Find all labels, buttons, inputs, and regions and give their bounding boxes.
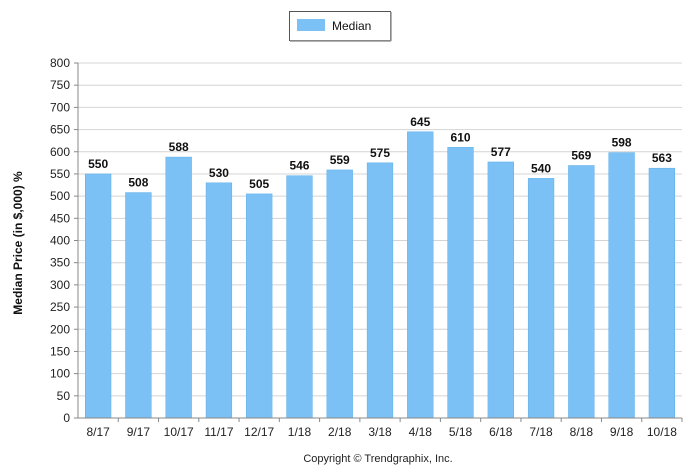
legend-swatch bbox=[297, 19, 325, 31]
data-label: 559 bbox=[330, 153, 350, 167]
x-tick-label: 8/18 bbox=[570, 425, 594, 439]
bar bbox=[568, 165, 595, 419]
data-label: 546 bbox=[289, 159, 309, 173]
x-tick-label: 11/17 bbox=[204, 425, 233, 439]
bar bbox=[447, 147, 474, 419]
x-tick-label: 12/17 bbox=[244, 425, 274, 439]
copyright-text: Copyright © Trendgraphix, Inc. bbox=[303, 453, 452, 465]
bar bbox=[326, 169, 353, 419]
bar bbox=[84, 173, 112, 419]
y-tick-label: 350 bbox=[50, 256, 70, 270]
y-tick-label: 150 bbox=[50, 344, 70, 358]
bar bbox=[286, 175, 313, 419]
y-tick-label: 0 bbox=[63, 411, 70, 425]
data-label: 530 bbox=[209, 166, 229, 180]
legend-label: Median bbox=[332, 19, 371, 33]
y-tick-label: 650 bbox=[50, 123, 70, 137]
data-label: 508 bbox=[128, 176, 148, 190]
data-label: 610 bbox=[451, 130, 471, 144]
y-tick-label: 550 bbox=[50, 167, 70, 181]
data-label: 598 bbox=[612, 136, 632, 150]
data-label: 575 bbox=[370, 146, 390, 160]
y-tick-label: 500 bbox=[50, 189, 70, 203]
bars: 550 508 588 530 505 546 559 575 645 610 577 540 569 5… bbox=[84, 115, 676, 419]
y-axis-title: Median Price (in $,000) % bbox=[11, 171, 25, 315]
y-tick-label: 800 bbox=[50, 56, 70, 70]
bar bbox=[407, 131, 434, 419]
bar bbox=[487, 161, 514, 419]
x-tick-label: 9/17 bbox=[127, 425, 151, 439]
data-label: 540 bbox=[531, 161, 551, 175]
bar bbox=[165, 156, 192, 419]
data-label: 505 bbox=[249, 177, 269, 191]
data-label: 577 bbox=[491, 145, 511, 159]
x-tick-label: 10/17 bbox=[164, 425, 194, 439]
data-label: 550 bbox=[88, 157, 108, 171]
x-tick-label: 4/18 bbox=[409, 425, 433, 439]
x-tick-label: 1/18 bbox=[288, 425, 312, 439]
x-tick-label: 5/18 bbox=[449, 425, 473, 439]
y-tick-label: 450 bbox=[50, 211, 70, 225]
y-tick-label: 100 bbox=[50, 367, 70, 381]
x-tick-label: 3/18 bbox=[368, 425, 392, 439]
data-label: 645 bbox=[410, 115, 430, 129]
y-tick-label: 600 bbox=[50, 145, 70, 159]
y-tick-label: 200 bbox=[50, 322, 70, 336]
y-tick-label: 250 bbox=[50, 300, 70, 314]
bar bbox=[246, 193, 273, 419]
y-tick-label: 400 bbox=[50, 234, 70, 248]
y-tick-label: 50 bbox=[57, 389, 71, 403]
bar bbox=[366, 162, 394, 419]
legend: Median bbox=[289, 11, 392, 42]
bar bbox=[608, 152, 635, 419]
x-tick-label: 2/18 bbox=[328, 425, 352, 439]
x-tick-label: 6/18 bbox=[489, 425, 513, 439]
y-tick-label: 700 bbox=[50, 100, 70, 114]
data-label: 563 bbox=[652, 151, 672, 165]
y-tick-label: 750 bbox=[50, 78, 70, 92]
bar bbox=[648, 167, 676, 419]
bar bbox=[527, 178, 555, 419]
data-label: 569 bbox=[571, 149, 591, 163]
x-tick-label: 9/18 bbox=[610, 425, 634, 439]
data-label: 588 bbox=[169, 140, 189, 154]
x-axis-ticks: 8/17 9/17 10/17 11/17 12/17 1/18 2/18 3/18 4/18 5… bbox=[86, 418, 683, 439]
x-tick-label: 10/18 bbox=[647, 425, 677, 439]
x-tick-label: 8/17 bbox=[86, 425, 110, 439]
bar bbox=[125, 192, 152, 419]
bar bbox=[205, 182, 233, 419]
y-axis-ticks: 0 50 100 150 200 250 300 350 400 450 500 550 600 650 7… bbox=[50, 56, 78, 425]
y-tick-label: 300 bbox=[50, 278, 70, 292]
x-tick-label: 7/18 bbox=[529, 425, 553, 439]
